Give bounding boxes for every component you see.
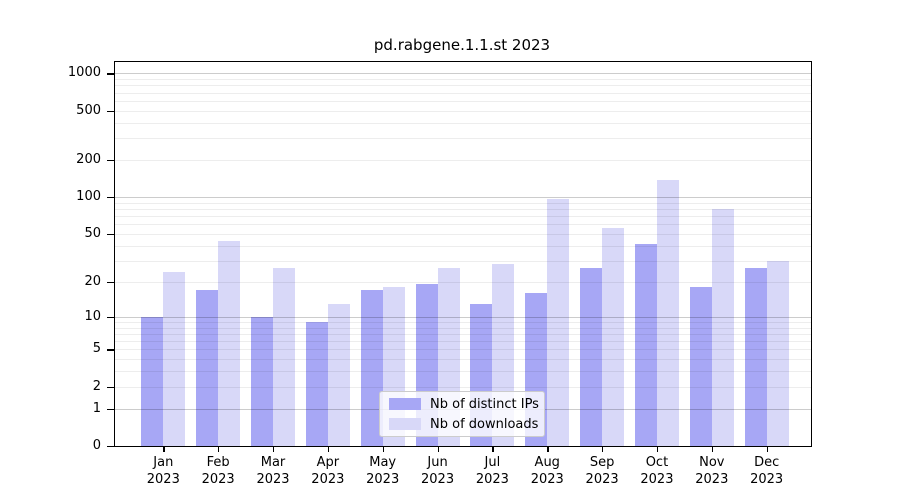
x-tick-label-apr: Apr 2023 <box>311 455 345 487</box>
x-tick-jun <box>437 446 439 452</box>
y-tick-label-50: 50 <box>84 225 101 241</box>
x-tick-label-oct: Oct 2023 <box>640 455 674 487</box>
x-tick-label-jan: Jan 2023 <box>146 455 180 487</box>
y-tick-label-1: 1 <box>92 400 101 416</box>
y-tick-label-20: 20 <box>84 273 101 289</box>
x-tick-label-mar: Mar 2023 <box>256 455 290 487</box>
legend: Nb of distinct IPs Nb of downloads <box>379 391 545 437</box>
bar-downloads-feb <box>218 240 241 446</box>
y-tick-label-100: 100 <box>76 189 101 204</box>
y-tick-50 <box>107 233 114 236</box>
bars-layer <box>115 62 811 446</box>
legend-item-downloads: Nb of downloads <box>389 416 539 432</box>
x-tick-jan <box>163 446 165 452</box>
y-tick-label-2: 2 <box>92 378 101 394</box>
y-tick-label-0: 0 <box>92 438 101 453</box>
x-tick-mar <box>273 446 275 452</box>
x-tick-aug <box>547 446 549 452</box>
bar-ips-jan <box>141 316 164 446</box>
plot-area: Jan 2023 Feb 2023 Mar 2023 Apr 2023 May 2023 Jun 20… <box>68 61 812 487</box>
axis-ticks-layer: Jan 2023 Feb 2023 Mar 2023 Apr 2023 May 2023 Jun 20… <box>68 62 811 487</box>
bar-ips-sep <box>580 268 603 446</box>
y-tick-200 <box>107 159 114 162</box>
y-tick-2 <box>107 386 114 388</box>
x-tick-label-nov: Nov 2023 <box>695 455 729 487</box>
y-tick-500 <box>107 110 114 112</box>
x-tick-feb <box>218 446 220 452</box>
x-tick-label-jun: Jun 2023 <box>421 455 455 487</box>
bar-downloads-nov <box>711 208 734 446</box>
y-tick-label-500: 500 <box>76 102 101 118</box>
bar-downloads-oct <box>656 180 679 446</box>
y-tick-5 <box>107 349 114 351</box>
bar-downloads-aug <box>547 198 570 446</box>
bar-ips-apr <box>305 321 328 446</box>
x-tick-jul <box>492 446 494 452</box>
x-tick-nov <box>711 446 714 452</box>
x-tick-oct <box>656 446 659 452</box>
bar-ips-nov <box>689 287 712 446</box>
y-tick-0 <box>107 446 114 448</box>
x-tick-label-feb: Feb 2023 <box>201 455 235 487</box>
x-tick-dec <box>766 446 768 452</box>
bar-ips-feb <box>196 290 219 446</box>
y-tick-1000 <box>107 73 114 75</box>
y-tick-label-5: 5 <box>92 341 101 357</box>
y-tick-label-10: 10 <box>84 308 101 324</box>
legend-swatch-downloads <box>389 418 421 430</box>
y-tick-label-200: 200 <box>76 151 101 167</box>
legend-swatch-distinct-ips <box>389 398 421 410</box>
x-tick-label-dec: Dec 2023 <box>750 455 784 487</box>
y-tick-20 <box>107 281 114 283</box>
bar-ips-oct <box>634 244 657 446</box>
bar-downloads-apr <box>327 303 350 446</box>
x-tick-sep <box>602 446 604 452</box>
bar-ips-mar <box>251 316 273 446</box>
x-tick-label-jul: Jul 2023 <box>475 455 509 487</box>
x-tick-label-may: May 2023 <box>366 455 400 487</box>
legend-item-distinct-ips: Nb of distinct IPs <box>389 397 539 412</box>
y-tick-label-1000: 1000 <box>67 65 101 81</box>
x-tick-apr <box>327 446 330 452</box>
bar-downloads-sep <box>602 227 625 446</box>
chart-title: pd.rabgene.1.1.st 2023 <box>373 36 551 54</box>
bar-ips-may <box>360 290 383 446</box>
bar-ips-dec <box>744 268 767 446</box>
y-tick-1 <box>107 408 114 410</box>
x-tick-label-sep: Sep 2023 <box>585 455 619 487</box>
y-tick-100 <box>107 197 114 199</box>
bar-downloads-mar <box>273 268 295 446</box>
bar-downloads-jan <box>163 272 186 446</box>
x-tick-may <box>382 446 384 452</box>
bar-downloads-dec <box>766 260 789 446</box>
y-tick-10 <box>107 316 114 318</box>
x-tick-label-aug: Aug 2023 <box>530 455 564 487</box>
legend-label-downloads: Nb of downloads <box>430 416 539 432</box>
legend-label-distinct-ips: Nb of distinct IPs <box>430 396 539 412</box>
